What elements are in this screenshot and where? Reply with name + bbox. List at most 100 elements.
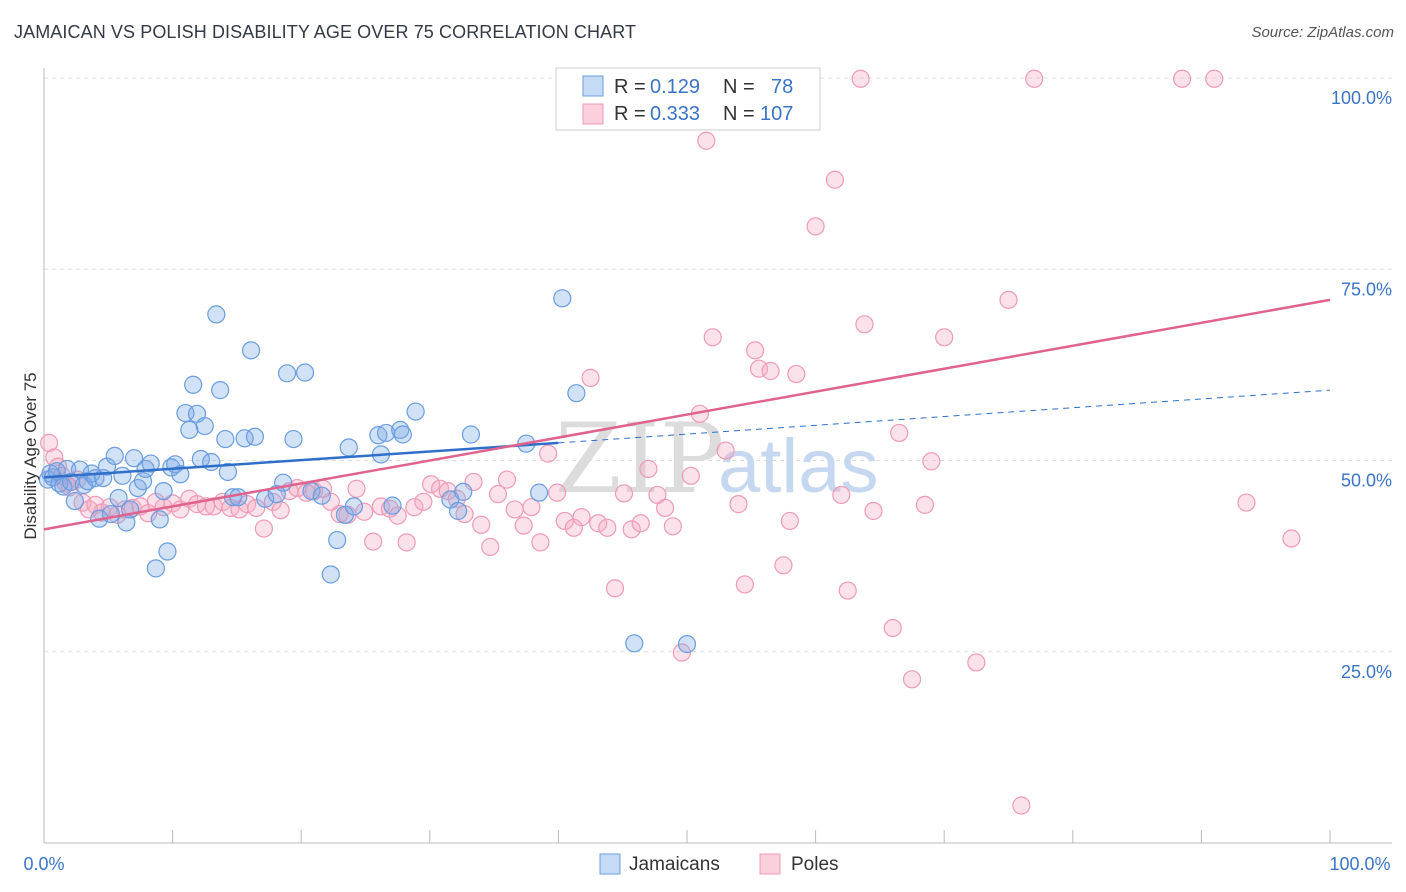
- chart-title: JAMAICAN VS POLISH DISABILITY AGE OVER 7…: [14, 22, 637, 42]
- jamaicans-point-56: [295, 363, 315, 382]
- poles-point-109: [967, 653, 986, 672]
- poles-point-43: [364, 532, 383, 551]
- jamaicans-point-73: [454, 482, 473, 501]
- poles-point-96: [806, 217, 825, 236]
- poles-point-42: [355, 502, 374, 521]
- jamaicans-point-41: [202, 452, 221, 472]
- poles-point-64: [539, 444, 558, 463]
- poles-point-70: [589, 514, 608, 533]
- poles-point-39: [330, 504, 349, 524]
- jamaicans-point-40: [195, 416, 214, 436]
- watermark: ZIP atlas: [555, 403, 879, 515]
- poles-point-65: [548, 483, 567, 502]
- poles-point-104: [890, 423, 909, 443]
- y-tick-label-75: 75.0%: [1341, 279, 1392, 299]
- poles-trend-line: [43, 298, 1331, 531]
- jamaicans-point-37: [184, 375, 203, 394]
- poles-point-81: [681, 466, 700, 485]
- poles-point-62: [522, 498, 541, 517]
- poles-point-100: [851, 69, 870, 88]
- jamaicans-point-28: [146, 559, 165, 578]
- jamaicans-point-74: [461, 425, 481, 444]
- poles-point-114: [1205, 69, 1224, 88]
- poles-point-79: [663, 517, 682, 536]
- legend-r-jamaicans: 0.129: [650, 76, 700, 98]
- jamaicans-point-59: [321, 565, 340, 584]
- poles-point-85: [716, 441, 735, 460]
- jamaicans-point-34: [171, 465, 190, 484]
- bottom-legend-swatch-jamaicans: [599, 853, 621, 875]
- poles-point-30: [254, 519, 274, 538]
- poles-point-99: [838, 581, 857, 600]
- legend-swatch-poles: [582, 103, 604, 125]
- poles-point-103: [883, 618, 902, 638]
- watermark-atlas: atlas: [718, 424, 879, 509]
- poles-point-76: [639, 459, 658, 479]
- jamaicans-point-47: [229, 488, 248, 507]
- jamaicans-point-69: [393, 425, 412, 444]
- y-tick-label-100: 100.0%: [1331, 88, 1392, 108]
- poles-point-91: [761, 361, 780, 381]
- jamaicans-point-60: [328, 530, 347, 550]
- jamaicans-point-76: [530, 483, 549, 502]
- y-axis-label: Disability Age Over 75: [21, 372, 40, 539]
- poles-point-83: [697, 131, 716, 150]
- trend-lines: [43, 298, 1331, 531]
- poles-point-78: [656, 498, 675, 518]
- poles-point-41: [347, 479, 366, 498]
- poles-point-84: [703, 328, 722, 347]
- poles-point-107: [922, 452, 941, 471]
- jamaicans-point-29: [150, 510, 169, 529]
- x-tick-label-1: 100.0%: [1329, 854, 1390, 874]
- poles-point-94: [780, 511, 799, 531]
- jamaicans-point-79: [677, 634, 697, 654]
- jamaicans-trend-extension: [558, 389, 1331, 444]
- poles-point-113: [1173, 69, 1192, 88]
- poles-point-86: [729, 495, 748, 514]
- y-tick-label-50: 50.0%: [1341, 471, 1392, 491]
- poles-point-46: [388, 506, 407, 525]
- jamaicans-point-23: [124, 449, 144, 468]
- legend-r-label-jamaicans: R =: [614, 76, 646, 98]
- legend-swatch-jamaicans: [582, 75, 604, 97]
- bottom-legend-swatch-poles: [759, 853, 781, 875]
- poles-point-32: [271, 501, 290, 520]
- gridlines: [44, 77, 1392, 653]
- jamaicans-point-45: [218, 462, 237, 482]
- poles-point-49: [414, 492, 433, 511]
- poles-point-111: [1012, 796, 1031, 815]
- poles-point-74: [622, 520, 641, 539]
- poles-point-102: [864, 501, 883, 521]
- poles-point-106: [915, 495, 935, 514]
- jamaicans-point-55: [284, 429, 303, 449]
- poles-point-48: [405, 498, 424, 517]
- jamaicans-point-70: [406, 402, 425, 421]
- poles-point-90: [749, 359, 769, 378]
- poles-point-97: [825, 170, 844, 189]
- legend-r-poles: 0.333: [650, 103, 700, 125]
- bottom-legend-poles: Poles: [791, 854, 839, 875]
- legend-n-label-poles: N =: [723, 103, 755, 125]
- jamaicans-point-63: [344, 497, 364, 516]
- y-tick-labels: 25.0% 50.0% 75.0% 100.0%: [1331, 88, 1392, 682]
- poles-point-45: [380, 499, 400, 518]
- jamaicans-point-20: [113, 466, 132, 485]
- poles-point-75: [631, 514, 650, 533]
- poles-point-61: [514, 516, 533, 535]
- jamaicans-point-49: [241, 341, 261, 360]
- poles-point-115: [1237, 493, 1256, 512]
- legend-r-label-poles: R =: [614, 103, 646, 125]
- poles-point-58: [488, 485, 508, 504]
- jamaicans-point-52: [267, 485, 286, 504]
- jamaicans-point-44: [216, 429, 235, 449]
- jamaicans-point-17: [101, 504, 120, 524]
- jamaicans-point-62: [339, 438, 358, 457]
- poles-point-95: [787, 364, 806, 384]
- poles-point-38: [321, 492, 340, 511]
- jamaicans-point-58: [312, 486, 331, 505]
- poles-point-59: [497, 470, 517, 489]
- jamaicans-point-77: [553, 289, 572, 308]
- jamaicans-trend-line: [43, 441, 559, 479]
- legend-n-poles: 107: [760, 103, 793, 125]
